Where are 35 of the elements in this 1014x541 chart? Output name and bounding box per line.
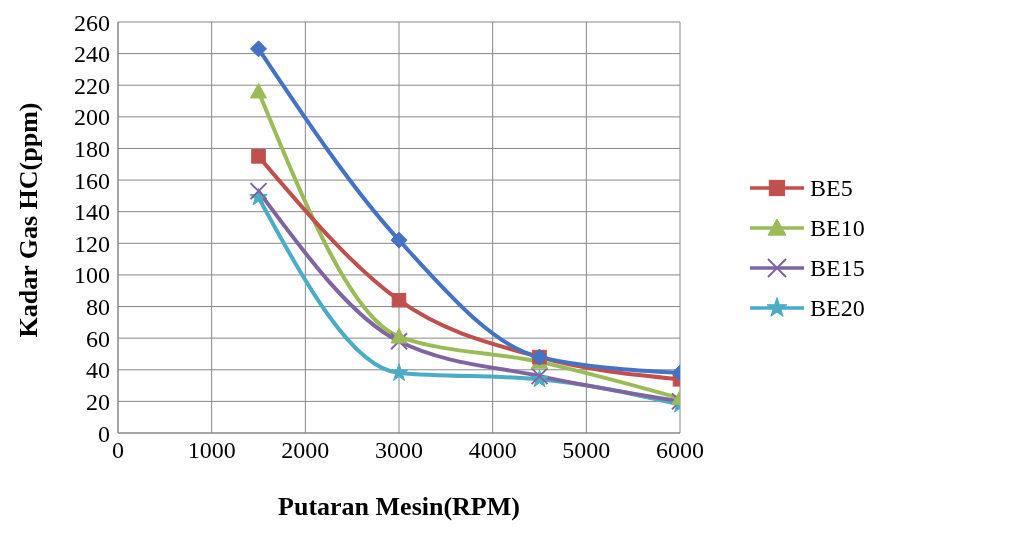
x-tick-label: 6000 xyxy=(656,437,704,464)
y-axis-title: Kadar Gas HC(ppm) xyxy=(14,102,44,338)
legend-label: BE15 xyxy=(810,254,865,282)
point xyxy=(250,40,267,58)
point xyxy=(251,149,266,164)
point xyxy=(250,83,267,99)
y-tick-label: 60 xyxy=(86,325,110,352)
y-tick-label: 20 xyxy=(86,388,110,415)
x-tick-label: 5000 xyxy=(562,437,611,464)
point xyxy=(390,231,408,249)
x-tick-label: 4000 xyxy=(468,437,517,464)
legend-label: BE10 xyxy=(810,214,865,242)
legend-label: BE5 xyxy=(810,174,853,202)
x-tick-label: 2000 xyxy=(281,437,330,464)
x-tick-label: 3000 xyxy=(375,437,423,464)
point xyxy=(389,363,409,381)
point xyxy=(391,292,407,308)
point xyxy=(249,182,268,201)
y-tick-label: 100 xyxy=(74,262,110,289)
y-tick-label: 160 xyxy=(74,167,110,194)
y-tick-label: 120 xyxy=(74,230,110,257)
x-tick-label: 1000 xyxy=(187,437,236,464)
y-tick-label: 0 xyxy=(98,420,110,447)
point xyxy=(390,328,408,344)
y-tick-label: 180 xyxy=(74,135,110,162)
point xyxy=(390,332,408,351)
y-tick-label: 240 xyxy=(74,41,110,68)
y-tick-label: 80 xyxy=(86,294,110,321)
y-tick-label: 220 xyxy=(74,72,110,99)
y-tick-label: 260 xyxy=(74,9,110,36)
x-axis-title: Putaran Mesin(RPM) xyxy=(278,492,520,521)
legend-label: BE20 xyxy=(810,294,865,322)
y-tick-label: 140 xyxy=(74,199,110,226)
y-tick-label: 200 xyxy=(74,104,110,131)
y-tick-label: 40 xyxy=(86,357,110,384)
